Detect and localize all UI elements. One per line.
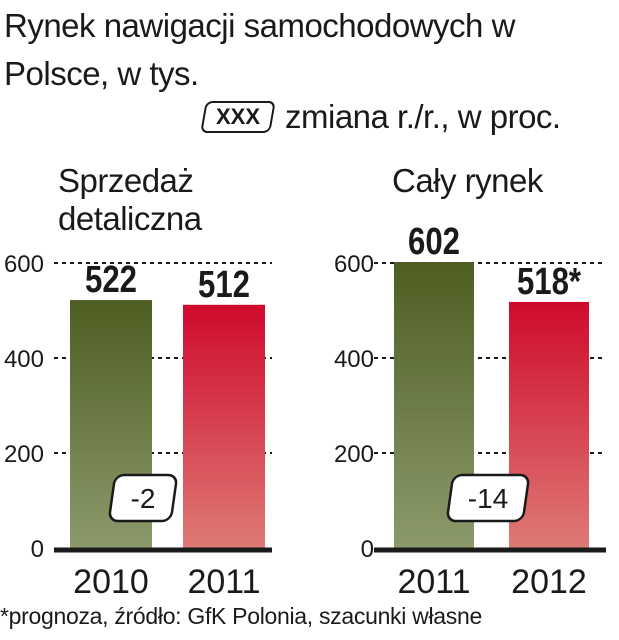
bar-charts: 0 200 400 600 522 2010 512 2011 -2 0 200 400 600 602 2… [4,221,606,600]
bar [183,304,265,548]
y-tick-label: 200 [4,441,44,468]
change-badge-label: -14 [468,483,508,514]
x-category-label: 2010 [73,563,149,600]
legend: XXX zmiana r./r., w proc. [200,97,561,137]
y-tick-label: 600 [4,251,44,278]
bar-value-label: 518* [517,261,582,303]
y-tick-label: 400 [334,346,374,373]
x-category-label: 2012 [511,563,587,600]
bar-value-label: 512 [198,264,250,306]
change-badge-label: -2 [131,483,156,514]
y-tick-label: 200 [334,441,374,468]
y-tick-label: 0 [361,536,374,563]
chart-title: Rynek nawigacji samochodowych w Polsce, … [4,7,515,92]
right-panel-subtitle: Cały rynek [392,162,543,199]
change-badge [108,473,178,523]
bar-value-label: 522 [85,259,137,301]
x-category-label: 2011 [397,563,470,600]
y-tick-label: 600 [334,251,374,278]
legend-text: zmiana r./r., w proc. [285,98,561,135]
x-category-label: 2011 [187,563,260,600]
change-badge [446,473,530,523]
y-tick-label: 0 [31,536,44,563]
bar-value-label: 602 [408,221,460,263]
y-tick-label: 400 [4,346,44,373]
left-panel-subtitle: Sprzedaż detaliczna [58,162,202,237]
footnote: *prognoza, źródło: GfK Polonia, szacunki… [0,603,482,629]
